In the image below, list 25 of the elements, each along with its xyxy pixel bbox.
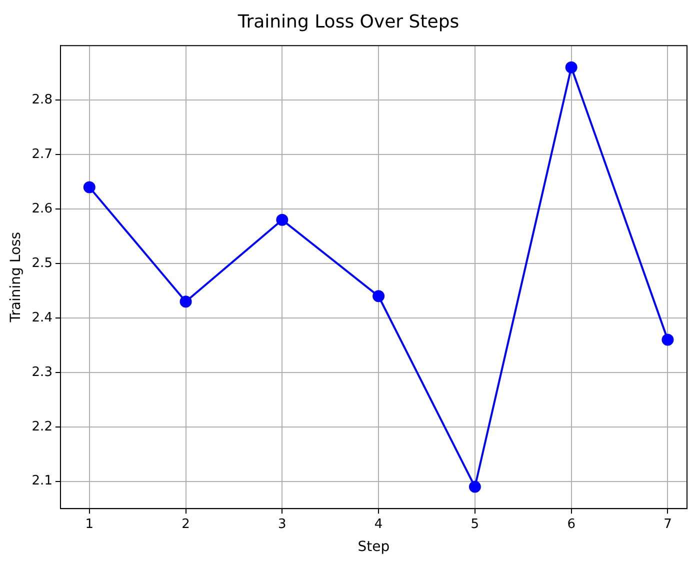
y-axis-title: Training Loss	[8, 232, 24, 324]
point	[565, 61, 578, 74]
y-tick-label: 2.4	[32, 310, 52, 326]
y-tick-label: 2.1	[32, 474, 52, 489]
x-tick-label: 7	[664, 516, 672, 532]
y-tick-label: 2.2	[32, 419, 52, 434]
x-axis-title: Step	[358, 539, 390, 556]
x-tick-label: 5	[470, 516, 480, 532]
chart-title: Training Loss Over Steps	[236, 11, 460, 32]
y-tick-label: 2.6	[32, 201, 52, 216]
y-tick-label: 2.5	[32, 256, 52, 271]
point	[276, 214, 288, 226]
point	[662, 334, 674, 346]
y-tick-label: 2.3	[32, 364, 52, 380]
point	[372, 290, 385, 302]
point	[180, 296, 192, 308]
y-tick-label: 2.8	[32, 92, 52, 108]
x-tick-label: 2	[182, 516, 190, 532]
point	[468, 480, 481, 493]
x-tick-label: 1	[85, 516, 94, 532]
x-tick-label: 6	[567, 516, 576, 532]
point	[83, 181, 96, 194]
x-tick-label: 3	[278, 516, 286, 532]
x-tick-label: 4	[374, 516, 383, 532]
y-tick-label: 2.7	[32, 146, 52, 162]
